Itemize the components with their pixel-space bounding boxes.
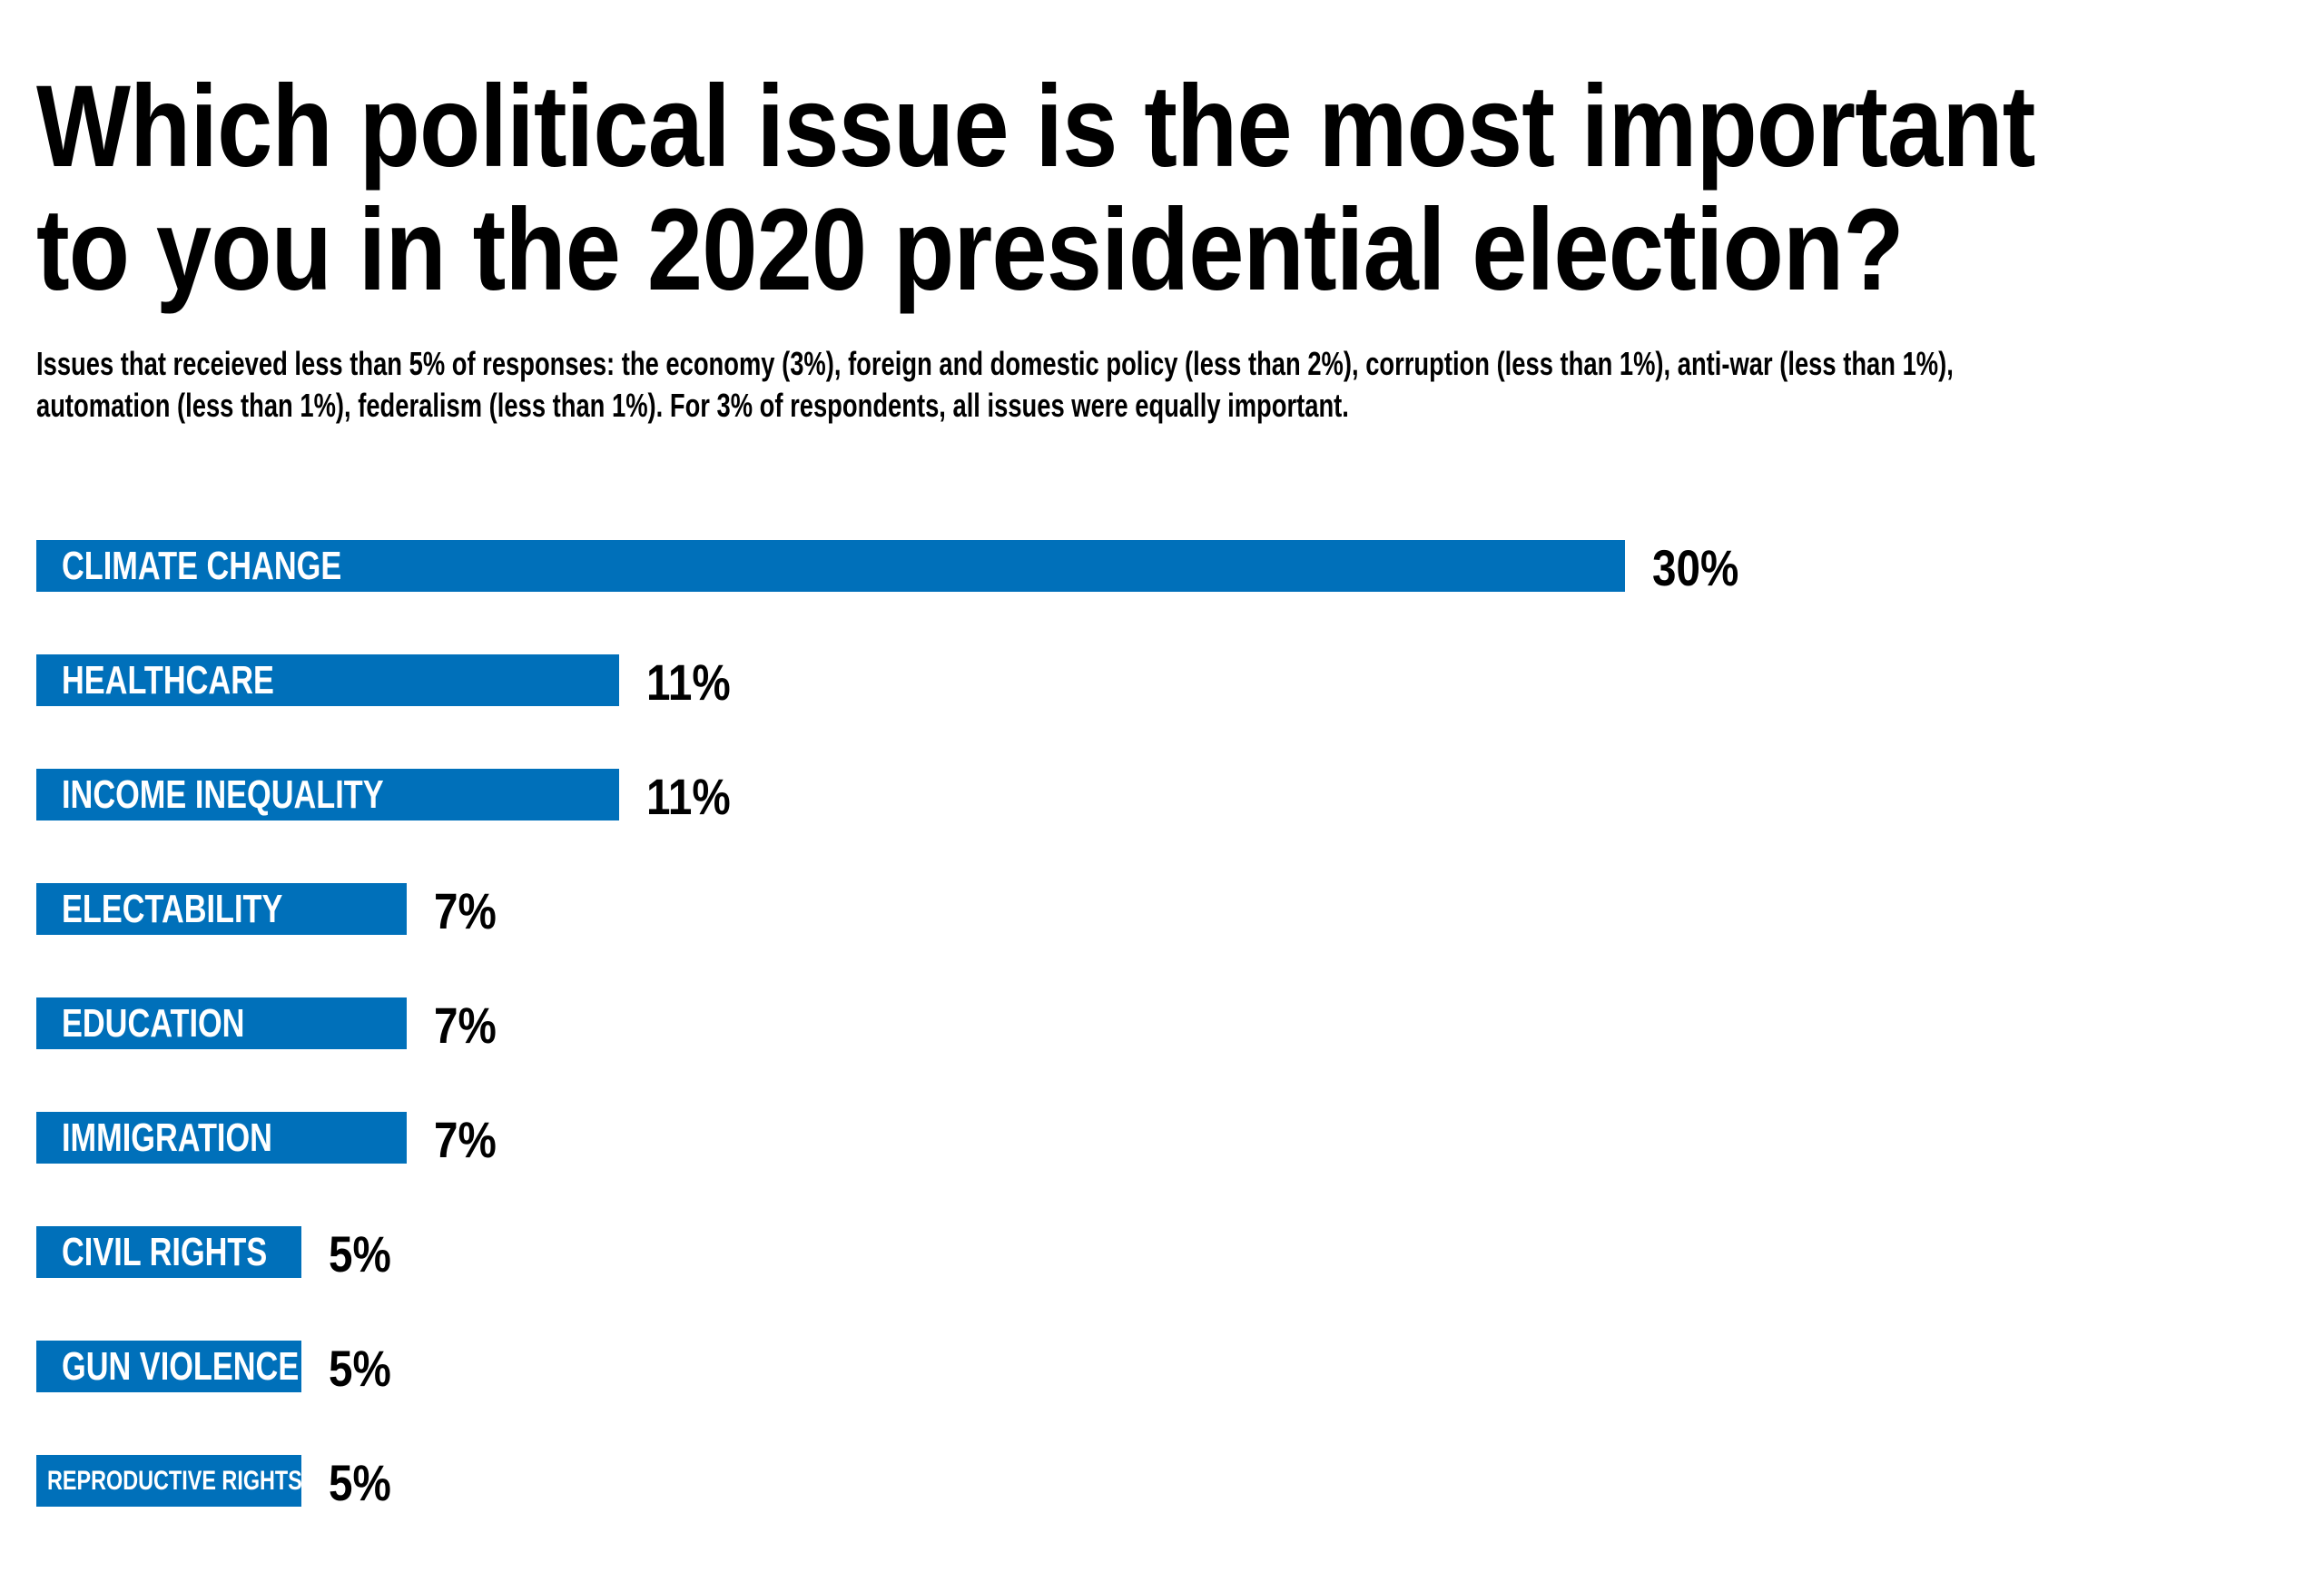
subtitle-line: Issues that receieved less than 5% of re… [36,345,1954,382]
chart-title: Which political issue is the most import… [36,65,2035,312]
bar-label: REPRODUCTIVE RIGHTS [47,1466,302,1496]
data-label: 11% [645,653,731,711]
bar-education: EDUCATION [36,997,408,1049]
chart-title-line: to you in the 2020 presidential election… [36,185,1905,315]
bar-label: GUN VIOLENCE [62,1344,300,1389]
bar-label: IMMIGRATION [62,1115,272,1160]
bar-label: HEALTHCARE [62,658,274,703]
bar-gun-violence: GUN VIOLENCE [36,1341,301,1392]
bar-label: INCOME INEQUALITY [62,772,384,817]
chart-title-line: Which political issue is the most import… [36,62,2035,192]
data-label: 7% [434,997,497,1054]
data-label: 5% [328,1340,391,1397]
bar-label: CLIMATE CHANGE [62,544,342,588]
data-label: 30% [1652,539,1739,596]
bar-label: ELECTABILITY [62,887,283,931]
subtitle-line: automation (less than 1%), federalism (l… [36,387,1349,424]
data-label: 5% [328,1225,391,1282]
bar-immigration: IMMIGRATION [36,1112,408,1164]
data-label: 5% [328,1454,391,1511]
bar-label: EDUCATION [62,1001,245,1046]
bar-income-inequality: INCOME INEQUALITY [36,769,619,820]
bar-electability: ELECTABILITY [36,883,408,935]
data-label: 7% [434,1111,497,1168]
bar-label: CIVIL RIGHTS [62,1230,268,1274]
bar-climate-change: CLIMATE CHANGE [36,540,1625,592]
bar-healthcare: HEALTHCARE [36,654,619,706]
chart-subtitle: Issues that receieved less than 5% of re… [36,343,1954,427]
bar-civil-rights: CIVIL RIGHTS [36,1226,301,1278]
data-label: 7% [434,882,497,939]
bar-reproductive-rights: REPRODUCTIVE RIGHTS [36,1455,302,1507]
data-label: 11% [645,768,731,825]
